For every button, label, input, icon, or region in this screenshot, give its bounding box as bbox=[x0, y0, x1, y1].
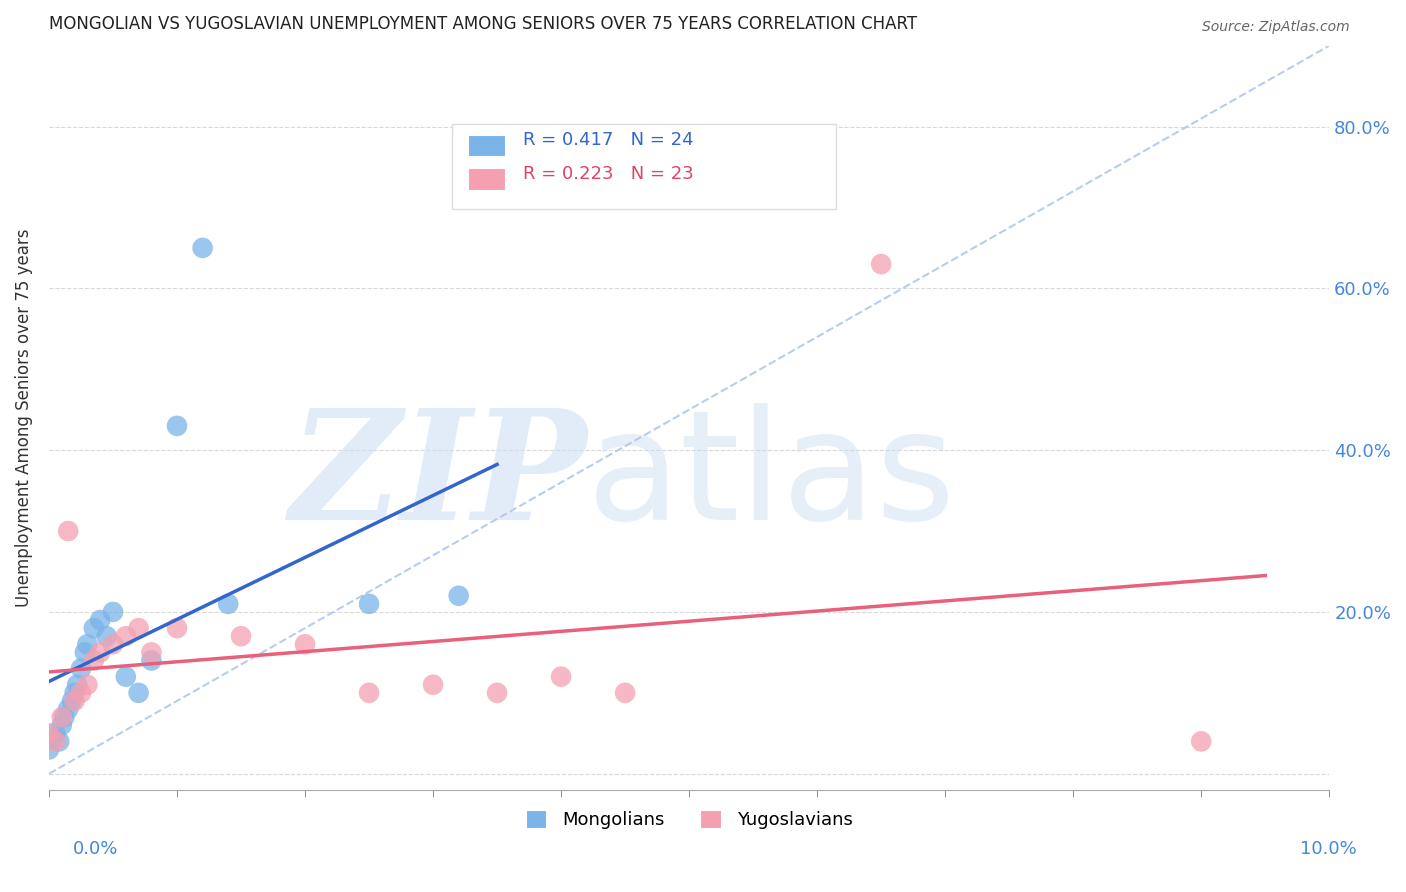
Text: atlas: atlas bbox=[586, 403, 956, 552]
Text: 0.0%: 0.0% bbox=[73, 840, 118, 858]
Point bbox=[76, 678, 98, 692]
Point bbox=[53, 710, 76, 724]
Point bbox=[66, 678, 89, 692]
Point bbox=[114, 629, 136, 643]
Point bbox=[217, 597, 239, 611]
Text: MONGOLIAN VS YUGOSLAVIAN UNEMPLOYMENT AMONG SENIORS OVER 75 YEARS CORRELATION CH: MONGOLIAN VS YUGOSLAVIAN UNEMPLOYMENT AM… bbox=[49, 15, 917, 33]
Point bbox=[44, 734, 66, 748]
Point bbox=[128, 686, 150, 700]
Text: 10.0%: 10.0% bbox=[1301, 840, 1357, 858]
Point bbox=[141, 653, 163, 667]
Point bbox=[96, 629, 118, 643]
Point bbox=[89, 645, 111, 659]
Text: ZIP: ZIP bbox=[288, 403, 586, 552]
Point bbox=[357, 597, 380, 611]
Point bbox=[63, 686, 86, 700]
Point bbox=[83, 621, 105, 635]
Text: R = 0.417   N = 24: R = 0.417 N = 24 bbox=[523, 131, 693, 149]
Text: R = 0.223   N = 23: R = 0.223 N = 23 bbox=[523, 165, 693, 184]
Point bbox=[83, 653, 105, 667]
Point bbox=[1189, 734, 1212, 748]
Point bbox=[447, 589, 470, 603]
Point bbox=[101, 637, 124, 651]
Point bbox=[870, 257, 893, 271]
Point bbox=[422, 678, 444, 692]
Point bbox=[44, 726, 66, 740]
Point bbox=[70, 662, 93, 676]
Point bbox=[48, 734, 70, 748]
Point bbox=[76, 637, 98, 651]
FancyBboxPatch shape bbox=[468, 135, 506, 157]
Point bbox=[166, 418, 188, 433]
FancyBboxPatch shape bbox=[453, 124, 837, 210]
Point bbox=[56, 524, 79, 538]
Point bbox=[101, 605, 124, 619]
Point bbox=[89, 613, 111, 627]
Point bbox=[70, 686, 93, 700]
Point bbox=[51, 718, 73, 732]
Y-axis label: Unemployment Among Seniors over 75 years: Unemployment Among Seniors over 75 years bbox=[15, 228, 32, 607]
Point bbox=[56, 702, 79, 716]
Point bbox=[486, 686, 509, 700]
Point bbox=[114, 670, 136, 684]
Point bbox=[63, 694, 86, 708]
Point bbox=[614, 686, 637, 700]
Point bbox=[294, 637, 316, 651]
Legend: Mongolians, Yugoslavians: Mongolians, Yugoslavians bbox=[519, 803, 859, 837]
Point bbox=[166, 621, 188, 635]
Point bbox=[38, 726, 60, 740]
Point bbox=[357, 686, 380, 700]
Point bbox=[73, 645, 96, 659]
Point bbox=[229, 629, 252, 643]
Point bbox=[141, 645, 163, 659]
Point bbox=[128, 621, 150, 635]
Point bbox=[191, 241, 214, 255]
FancyBboxPatch shape bbox=[468, 169, 506, 191]
Point bbox=[51, 710, 73, 724]
Point bbox=[550, 670, 572, 684]
Text: Source: ZipAtlas.com: Source: ZipAtlas.com bbox=[1202, 20, 1350, 34]
Point bbox=[38, 742, 60, 756]
Point bbox=[60, 694, 83, 708]
